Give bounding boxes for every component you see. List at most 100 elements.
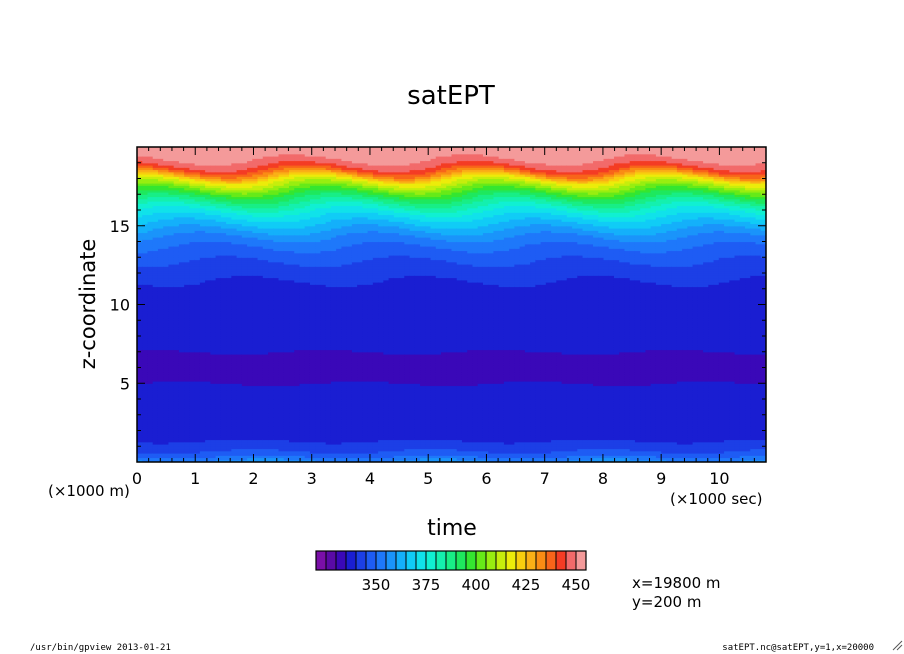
field-cell: [262, 194, 269, 198]
field-cell: [157, 309, 164, 312]
field-cell: [157, 405, 164, 409]
field-cell: [236, 315, 243, 319]
field-cell: [142, 448, 149, 452]
field-cell: [189, 223, 196, 227]
field-cell: [294, 356, 301, 360]
field-cell: [273, 201, 280, 204]
field-cell: [236, 403, 243, 407]
field-cell: [215, 450, 222, 454]
field-cell: [147, 306, 154, 310]
field-cell: [241, 408, 248, 411]
field-cell: [231, 248, 238, 252]
field-cell: [142, 311, 149, 315]
field-cell: [194, 295, 201, 299]
field-cell: [152, 378, 159, 382]
field-cell: [163, 405, 170, 409]
field-cell: [268, 250, 274, 254]
field-cell: [262, 378, 269, 382]
field-cell: [294, 282, 301, 285]
field-cell: [247, 153, 253, 157]
field-cell: [142, 437, 149, 441]
field-cell: [273, 277, 280, 281]
field-cell: [294, 333, 301, 337]
field-cell: [147, 275, 154, 279]
field-cell: [168, 295, 175, 299]
field-cell: [289, 284, 295, 288]
field-cell: [157, 176, 164, 180]
field-cell: [262, 399, 269, 402]
field-cell: [194, 311, 201, 315]
field-cell: [278, 232, 285, 236]
field-cell: [294, 387, 301, 391]
field-cell: [268, 421, 274, 425]
field-cell: [289, 243, 295, 247]
field-cell: [184, 257, 191, 261]
field-cell: [236, 414, 243, 418]
field-cell: [231, 392, 238, 396]
field-cell: [142, 331, 149, 335]
field-cell: [157, 180, 164, 184]
field-cell: [152, 207, 159, 211]
field-cell: [231, 239, 238, 243]
field-cell: [210, 387, 217, 391]
field-cell: [231, 412, 238, 416]
field-cell: [289, 351, 295, 355]
field-cell: [236, 336, 243, 339]
field-cell: [262, 387, 269, 391]
field-cell: [142, 183, 149, 186]
field-cell: [220, 194, 227, 198]
field-cell: [147, 349, 154, 353]
field-cell: [273, 167, 280, 171]
field-cell: [241, 174, 248, 177]
field-cell: [205, 167, 211, 171]
field-cell: [199, 345, 206, 348]
field-cell: [215, 151, 222, 155]
field-cell: [231, 419, 238, 423]
field-cell: [257, 383, 264, 387]
field-cell: [283, 180, 290, 184]
field-cell: [152, 401, 159, 405]
field-cell: [184, 286, 191, 290]
field-cell: [210, 216, 217, 220]
field-cell: [137, 306, 143, 310]
field-cell: [304, 162, 311, 166]
field-cell: [273, 374, 280, 378]
field-cell: [184, 349, 191, 353]
field-cell: [142, 198, 149, 202]
field-cell: [205, 322, 211, 326]
field-cell: [173, 203, 180, 207]
field-cell: [241, 273, 248, 276]
field-cell: [309, 351, 316, 355]
field-cell: [220, 302, 227, 306]
field-cell: [205, 446, 211, 450]
field-cell: [147, 248, 154, 252]
field-cell: [137, 232, 143, 236]
field-cell: [299, 441, 306, 445]
field-cell: [247, 210, 253, 213]
field-cell: [220, 174, 227, 177]
field-cell: [157, 300, 164, 303]
field-cell: [147, 408, 154, 411]
field-cell: [189, 174, 196, 177]
field-cell: [199, 336, 206, 339]
field-cell: [137, 194, 143, 198]
field-cell: [205, 279, 211, 283]
field-cell: [137, 257, 143, 261]
field-cell: [194, 356, 201, 360]
field-cell: [137, 351, 143, 355]
field-cell: [257, 147, 264, 150]
field-cell: [304, 270, 311, 274]
field-cell: [268, 318, 274, 321]
field-cell: [147, 198, 154, 202]
field-cell: [210, 261, 217, 265]
field-cell: [273, 266, 280, 270]
field-cell: [147, 241, 154, 245]
field-cell: [220, 318, 227, 321]
field-cell: [268, 439, 274, 443]
field-cell: [273, 439, 280, 443]
field-cell: [205, 232, 211, 236]
field-cell: [262, 374, 269, 378]
field-cell: [226, 162, 232, 166]
field-cell: [184, 358, 191, 362]
field-cell: [220, 214, 227, 218]
